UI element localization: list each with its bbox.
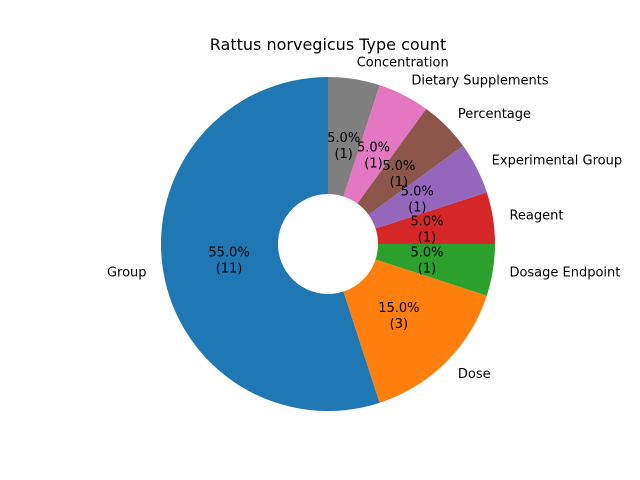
pie-labels: Group 55.0% (11) Dose 15.0% (3) Dosage Endpoin… bbox=[107, 56, 622, 382]
slice-value-reagent: 5.0% (1) bbox=[410, 214, 443, 245]
slice-concentration bbox=[328, 77, 380, 197]
slice-dietary-supplements bbox=[343, 85, 427, 204]
slice-value-percentage: 5.0% (1) bbox=[382, 159, 415, 190]
slice-label-concentration: Concentration bbox=[357, 56, 449, 71]
slice-label-percentage: Percentage bbox=[458, 107, 531, 122]
pie-slices bbox=[160, 77, 496, 412]
slice-percentage bbox=[357, 108, 464, 215]
chart-title: Rattus norvegicus Type count bbox=[210, 35, 446, 54]
slice-dose bbox=[343, 259, 487, 403]
slice-experimental-group bbox=[368, 145, 487, 229]
slice-value-experimental-group: 5.0% (1) bbox=[401, 185, 434, 216]
slice-label-experimental-group: Experimental Group bbox=[492, 154, 622, 169]
slice-dosage-endpoint bbox=[375, 244, 495, 296]
slice-label-dietary-supplements: Dietary Supplements bbox=[411, 73, 548, 88]
slice-value-concentration: 5.0% (1) bbox=[327, 131, 360, 162]
slice-label-dosage-endpoint: Dosage Endpoint bbox=[509, 266, 620, 281]
slice-value-dose: 15.0% (3) bbox=[378, 301, 419, 332]
slice-value-group: 55.0% (11) bbox=[208, 246, 249, 277]
slice-label-group: Group bbox=[107, 266, 147, 281]
slice-value-dosage-endpoint: 5.0% (1) bbox=[410, 246, 443, 277]
slice-group bbox=[160, 77, 380, 412]
slice-value-dietary-supplements: 5.0% (1) bbox=[357, 141, 390, 172]
slice-label-reagent: Reagent bbox=[509, 208, 563, 223]
slice-reagent bbox=[375, 192, 496, 244]
slice-label-dose: Dose bbox=[458, 367, 491, 382]
